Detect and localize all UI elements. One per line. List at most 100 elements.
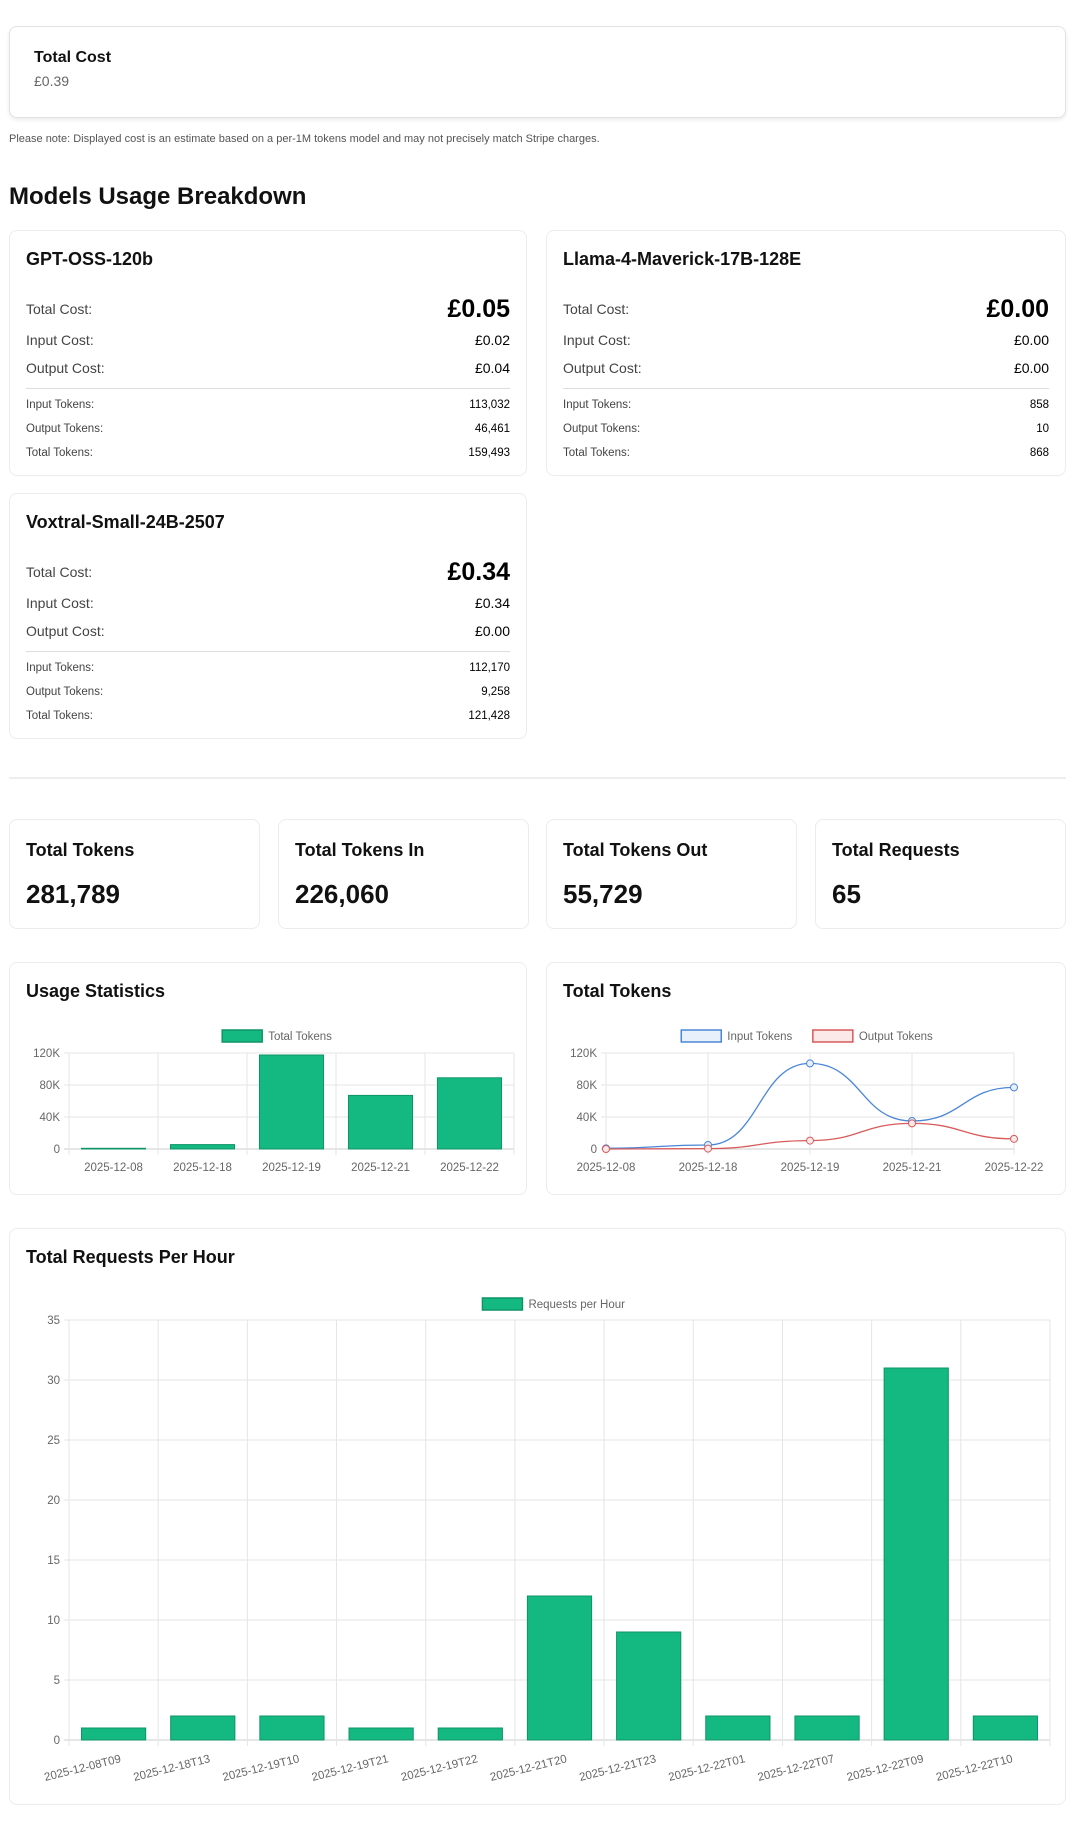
bar: [169, 1144, 236, 1150]
y-tick-label: 35: [47, 1315, 60, 1327]
y-tick-label: 10: [47, 1615, 60, 1627]
cost-disclaimer: Please note: Displayed cost is an estima…: [9, 133, 600, 145]
y-tick-label: 0: [54, 1735, 60, 1747]
y-tick-label: 40K: [40, 1112, 61, 1124]
bar: [259, 1715, 325, 1741]
input-tokens-row: Input Tokens: 112,170: [26, 656, 510, 680]
total-cost-row: Total Cost: £0.34: [26, 555, 510, 589]
row-value: 868: [1029, 447, 1049, 459]
bar: [883, 1367, 949, 1741]
row-value: 9,258: [481, 686, 510, 698]
y-tick-label: 80K: [40, 1080, 61, 1092]
model-card: Voxtral-Small-24B-2507 Total Cost: £0.34 In…: [9, 493, 527, 739]
x-tick-label: 2025-12-08: [84, 1162, 143, 1174]
x-tick-label: 2025-12-22: [985, 1162, 1044, 1174]
y-tick-label: 120K: [570, 1048, 597, 1060]
input-cost-row: Input Cost: £0.34: [26, 589, 510, 617]
x-tick-label: 2025-12-08T09: [43, 1753, 122, 1784]
y-tick-label: 0: [54, 1144, 60, 1156]
bar: [705, 1715, 771, 1741]
bar: [348, 1727, 414, 1741]
data-point: [602, 1144, 610, 1153]
total-cost-row: Total Cost: £0.00: [563, 292, 1049, 326]
model-card: Llama-4-Maverick-17B-128E Total Cost: £0.0…: [546, 230, 1066, 476]
x-tick-label: 2025-12-22T01: [667, 1753, 746, 1784]
y-tick-label: 80K: [577, 1080, 598, 1092]
bar: [437, 1727, 503, 1741]
input-tokens-row: Input Tokens: 113,032: [26, 393, 510, 417]
row-value: 858: [1029, 399, 1049, 411]
data-point: [806, 1136, 814, 1145]
row-value: £0.00: [474, 623, 510, 639]
stat-card: Total Tokens Out 55,729: [546, 819, 797, 929]
stat-value: 65: [832, 879, 861, 909]
legend-swatch: [812, 1029, 854, 1043]
row-label: Input Cost:: [26, 332, 94, 348]
stat-label: Total Tokens In: [295, 840, 425, 860]
legend-label: Total Tokens: [268, 1031, 332, 1043]
data-point: [1010, 1134, 1018, 1143]
x-tick-label: 2025-12-21T23: [578, 1753, 657, 1784]
row-value: £0.00: [1013, 360, 1049, 376]
row-value: 112,170: [469, 662, 510, 674]
row-value: £0.34: [447, 557, 510, 586]
model-name: Voxtral-Small-24B-2507: [26, 512, 225, 532]
row-value: £0.05: [447, 294, 510, 323]
x-tick-label: 2025-12-19T10: [221, 1753, 300, 1784]
model-card: GPT-OSS-120b Total Cost: £0.05 Input Cost: £…: [9, 230, 527, 476]
stat-value: 281,789: [26, 879, 120, 909]
data-point: [1010, 1083, 1018, 1092]
input-cost-row: Input Cost: £0.00: [563, 326, 1049, 354]
y-tick-label: 5: [54, 1675, 60, 1687]
bar: [80, 1727, 147, 1741]
row-value: 46,461: [474, 423, 510, 435]
x-tick-label: 2025-12-21: [883, 1162, 942, 1174]
stat-value: 55,729: [563, 879, 643, 909]
stat-value: 226,060: [295, 879, 389, 909]
stat-label: Total Tokens: [26, 840, 135, 860]
output-tokens-row: Output Tokens: 10: [563, 417, 1049, 441]
y-tick-label: 20: [47, 1495, 60, 1507]
row-label: Input Cost:: [563, 332, 631, 348]
row-label: Total Cost:: [26, 564, 93, 580]
total-tokens-row: Total Tokens: 868: [563, 441, 1049, 465]
row-label: Total Cost:: [563, 301, 630, 317]
model-name: Llama-4-Maverick-17B-128E: [563, 249, 802, 269]
output-cost-row: Output Cost: £0.00: [26, 617, 510, 645]
total-cost-card: Total Cost £0.39: [9, 26, 1066, 118]
bar: [794, 1715, 860, 1741]
separator: [26, 388, 510, 389]
y-tick-label: 40K: [577, 1112, 598, 1124]
separator: [563, 388, 1049, 389]
input-tokens-row: Input Tokens: 858: [563, 393, 1049, 417]
x-tick-label: 2025-12-19: [262, 1162, 321, 1174]
row-label: Output Tokens:: [26, 686, 104, 698]
row-value: 113,032: [469, 399, 510, 411]
bar: [80, 1147, 147, 1150]
x-tick-label: 2025-12-18T13: [132, 1753, 211, 1784]
legend-label: Input Tokens: [727, 1031, 792, 1043]
total-tokens-row: Total Tokens: 121,428: [26, 704, 510, 728]
x-tick-label: 2025-12-21T20: [489, 1753, 568, 1784]
stat-card: Total Tokens In 226,060: [278, 819, 529, 929]
row-value: £0.00: [986, 294, 1049, 323]
y-tick-label: 15: [47, 1555, 60, 1567]
row-value: £0.04: [474, 360, 510, 376]
bar: [616, 1631, 682, 1741]
x-tick-label: 2025-12-18: [679, 1162, 738, 1174]
row-label: Input Cost:: [26, 595, 94, 611]
stat-card: Total Requests 65: [815, 819, 1066, 929]
x-tick-label: 2025-12-08: [577, 1162, 636, 1174]
stat-label: Total Tokens Out: [563, 840, 708, 860]
stat-label: Total Requests: [832, 840, 960, 860]
x-tick-label: 2025-12-21: [351, 1162, 410, 1174]
bar: [258, 1054, 325, 1150]
row-label: Output Tokens:: [563, 423, 641, 435]
row-value: £0.34: [474, 595, 510, 611]
divider: [9, 777, 1066, 779]
separator: [26, 651, 510, 652]
output-cost-row: Output Cost: £0.00: [563, 354, 1049, 382]
legend-label: Requests per Hour: [528, 1299, 625, 1311]
row-label: Output Cost:: [26, 623, 105, 639]
